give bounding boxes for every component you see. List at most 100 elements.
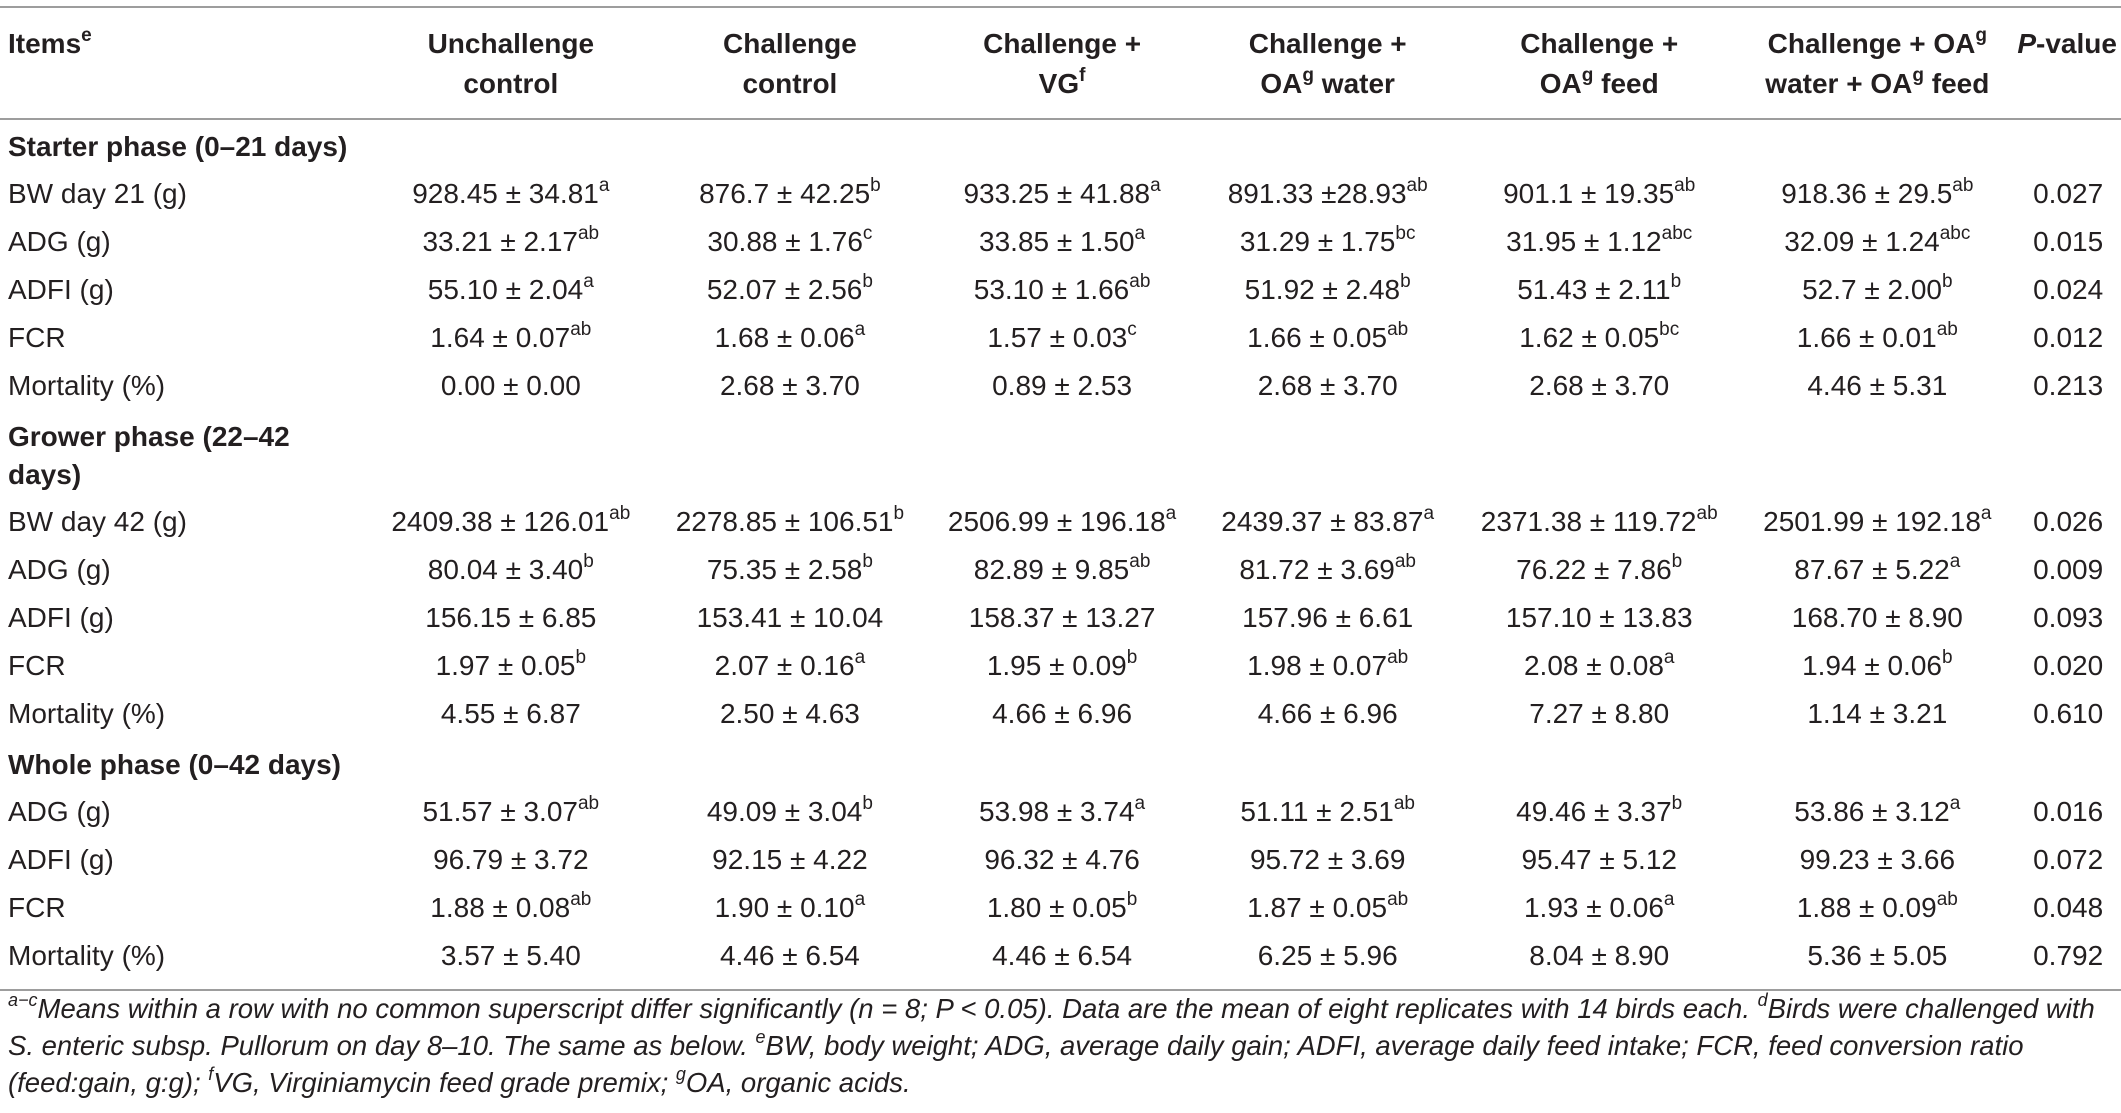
cell-value: 2.68 ± 3.70 xyxy=(719,370,860,401)
cell-value: 2.07 ± 0.16 xyxy=(714,650,855,681)
cell-value: 0.00 ± 0.00 xyxy=(440,370,581,401)
cell-value: 75.35 ± 2.58 xyxy=(706,554,863,585)
cell-value: 4.46 ± 6.54 xyxy=(719,940,860,971)
cell-superscript: b xyxy=(1400,270,1411,292)
p-value-cell: 0.009 xyxy=(2033,554,2104,585)
cell-value: 2.68 ± 3.70 xyxy=(1529,370,1670,401)
data-cell: 0.89 ± 2.53 xyxy=(928,362,1196,410)
header-text: feed xyxy=(1923,68,1990,99)
data-cell: 1.14 ± 3.21 xyxy=(1739,690,2015,738)
cell-superscript: b xyxy=(1941,646,1953,668)
empty-cell xyxy=(652,410,928,498)
data-cell: 1.88 ± 0.08ab xyxy=(370,884,652,932)
data-cell: 156.15 ± 6.85 xyxy=(370,594,652,642)
cell-superscript: a xyxy=(1165,502,1177,524)
p-value-cell: 0.072 xyxy=(2033,844,2104,875)
header-text: VG xyxy=(1038,68,1080,99)
header-text: Items xyxy=(8,28,82,59)
cell-superscript: a xyxy=(583,270,594,292)
section-row: Starter phase (0–21 days) xyxy=(0,119,2121,170)
header-text: Challenge + xyxy=(1248,28,1407,59)
p-value-cell: 0.016 xyxy=(2033,796,2104,827)
cell-superscript: a xyxy=(854,318,866,340)
data-cell: 7.27 ± 8.80 xyxy=(1459,690,1739,738)
cell-value: 87.67 ± 5.22 xyxy=(1794,554,1950,585)
cell-value: 2506.99 ± 196.18 xyxy=(947,506,1166,537)
empty-cell xyxy=(1196,738,1459,788)
row-label: ADG (g) xyxy=(8,796,111,827)
section-title: Starter phase (0–21 days) xyxy=(8,131,348,162)
row-label: BW day 42 (g) xyxy=(8,506,187,537)
table-footnote: a−cMeans within a row with no common sup… xyxy=(8,990,2113,1101)
cell-superscript: b xyxy=(1126,888,1138,910)
header-superscript: f xyxy=(1079,64,1086,86)
header-text: control xyxy=(742,68,838,99)
row-label: Mortality (%) xyxy=(8,370,166,401)
column-header: Challenge + OAg water + OAg feed xyxy=(1739,7,2015,119)
cell-value: 52.07 ± 2.56 xyxy=(706,274,863,305)
cell-value: 95.47 ± 5.12 xyxy=(1521,844,1677,875)
column-header: Unchallenge control xyxy=(370,7,652,119)
data-cell: 2439.37 ± 83.87a xyxy=(1196,498,1459,546)
cell-superscript: abc xyxy=(1661,222,1693,244)
row-label: ADFI (g) xyxy=(8,602,114,633)
cell-value: 2501.99 ± 192.18 xyxy=(1763,506,1981,537)
data-cell: 80.04 ± 3.40b xyxy=(370,546,652,594)
p-value-cell: 0.048 xyxy=(2033,892,2104,923)
cell-superscript: b xyxy=(583,550,594,572)
footnote-marker: d xyxy=(1757,989,1768,1010)
cell-value: 168.70 ± 8.90 xyxy=(1791,602,1963,633)
cell-superscript: ab xyxy=(1387,646,1409,668)
cell-value: 1.90 ± 0.10 xyxy=(714,892,855,923)
header-text: Unchallenge xyxy=(427,28,595,59)
data-cell: 8.04 ± 8.90 xyxy=(1459,932,1739,990)
cell-superscript: a xyxy=(1134,222,1146,244)
empty-cell xyxy=(928,410,1196,498)
column-header-line: Challenge + xyxy=(932,24,1192,64)
data-cell: 87.67 ± 5.22a xyxy=(1739,546,2015,594)
cell-superscript: a xyxy=(1663,646,1675,668)
data-cell: 928.45 ± 34.81a xyxy=(370,170,652,218)
p-value-cell: 0.024 xyxy=(2033,274,2104,305)
row-label: Mortality (%) xyxy=(8,698,166,729)
empty-cell xyxy=(2015,119,2121,170)
cell-value: 2409.38 ± 126.01 xyxy=(391,506,610,537)
cell-value: 52.7 ± 2.00 xyxy=(1802,274,1942,305)
data-cell: 5.36 ± 5.05 xyxy=(1739,932,2015,990)
data-cell: 2409.38 ± 126.01ab xyxy=(370,498,652,546)
header-text: Challenge + xyxy=(1520,28,1679,59)
cell-superscript: c xyxy=(1127,318,1137,340)
cell-superscript: b xyxy=(1671,792,1683,814)
cell-value: 49.46 ± 3.37 xyxy=(1516,796,1672,827)
data-cell: 1.64 ± 0.07ab xyxy=(370,314,652,362)
data-cell: 75.35 ± 2.58b xyxy=(652,546,928,594)
cell-value: 153.41 ± 10.04 xyxy=(696,602,884,633)
cell-superscript: a xyxy=(1134,792,1146,814)
header-superscript: g xyxy=(1975,24,1987,46)
column-header-line: Challenge xyxy=(656,24,924,64)
cell-value: 96.32 ± 4.76 xyxy=(984,844,1140,875)
cell-value: 156.15 ± 6.85 xyxy=(425,602,597,633)
cell-superscript: ab xyxy=(1394,550,1416,572)
data-cell: 53.10 ± 1.66ab xyxy=(928,266,1196,314)
cell-superscript: ab xyxy=(1936,888,1958,910)
data-cell: 4.66 ± 6.96 xyxy=(928,690,1196,738)
data-cell: 2.50 ± 4.63 xyxy=(652,690,928,738)
data-cell: 1.97 ± 0.05b xyxy=(370,642,652,690)
cell-value: 2371.38 ± 119.72 xyxy=(1480,506,1697,537)
footnote-text: Birds were challenged with S. enteric su… xyxy=(8,993,2095,1061)
cell-value: 901.1 ± 19.35 xyxy=(1503,178,1675,209)
cell-value: 96.79 ± 3.72 xyxy=(433,844,589,875)
cell-value: 1.80 ± 0.05 xyxy=(986,892,1127,923)
header-text: feed xyxy=(1593,68,1659,99)
data-cell: 168.70 ± 8.90 xyxy=(1739,594,2015,642)
empty-cell xyxy=(2015,738,2121,788)
cell-superscript: a xyxy=(1949,550,1961,572)
header-superscript: e xyxy=(81,24,92,46)
cell-value: 2278.85 ± 106.51 xyxy=(675,506,894,537)
cell-value: 80.04 ± 3.40 xyxy=(427,554,584,585)
section-row: Whole phase (0–42 days) xyxy=(0,738,2121,788)
footnote-text: Means within a row with no common supers… xyxy=(37,993,1758,1024)
p-value-cell: 0.026 xyxy=(2033,506,2104,537)
data-cell: 31.95 ± 1.12abc xyxy=(1459,218,1739,266)
